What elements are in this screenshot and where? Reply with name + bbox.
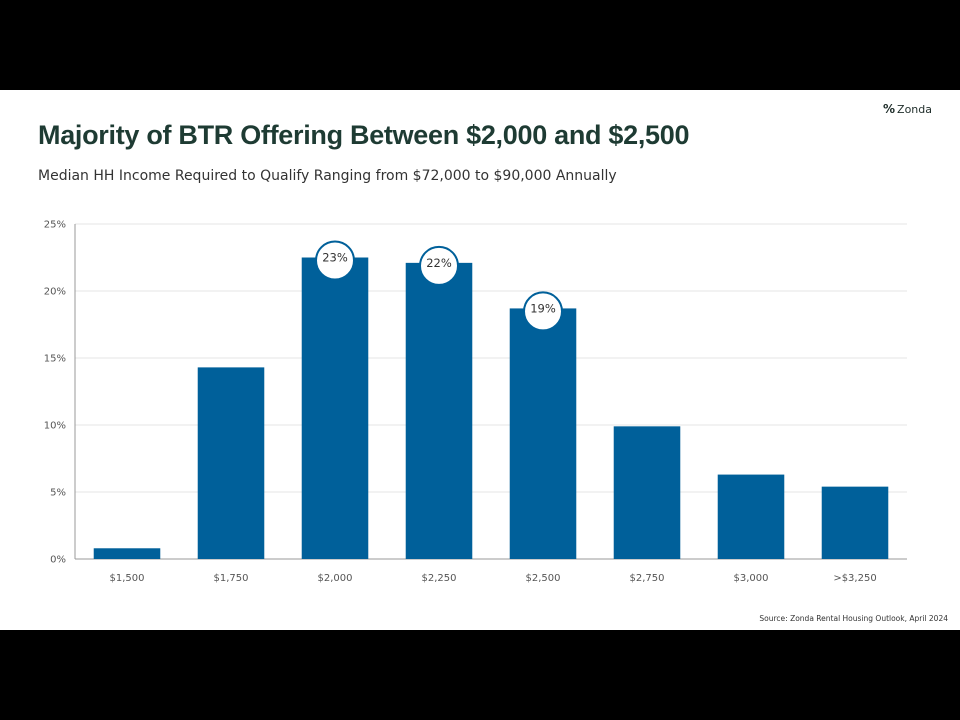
- x-tick-label: $1,500: [110, 573, 145, 584]
- x-tick-label: $1,750: [214, 573, 249, 584]
- y-tick-label: 10%: [44, 421, 66, 432]
- x-tick-label: $3,000: [734, 573, 769, 584]
- page-title: Majority of BTR Offering Between $2,000 …: [38, 120, 690, 150]
- y-tick-label: 25%: [44, 220, 66, 231]
- x-tick-label: $2,750: [630, 573, 665, 584]
- bar: [613, 426, 681, 559]
- zonda-logo-text: Zonda: [897, 102, 932, 116]
- bar: [821, 486, 889, 559]
- y-tick-label: 20%: [44, 287, 66, 298]
- x-tick-label: >$3,250: [833, 573, 876, 584]
- x-tick-label: $2,500: [526, 573, 561, 584]
- data-label: 19%: [530, 301, 556, 315]
- bar: [509, 308, 577, 559]
- bar: [301, 257, 369, 559]
- y-tick-label: 15%: [44, 354, 66, 365]
- bar: [717, 474, 785, 559]
- data-label-badge: [419, 245, 459, 286]
- zonda-logo: % Zonda: [883, 102, 932, 116]
- source-note: Source: Zonda Rental Housing Outlook, Ap…: [759, 614, 948, 623]
- data-label-badge: [315, 240, 355, 281]
- data-label: 23%: [322, 251, 348, 265]
- bar-chart: 0% 5% 10% 15% 20% 25% $1,500 $1,750 $2,000 23% $2,…: [44, 220, 907, 584]
- slide: % Zonda Majority of BTR Offering Between…: [0, 90, 960, 630]
- bar: [197, 367, 265, 559]
- y-tick-label: 0%: [50, 555, 66, 566]
- y-tick-label: 5%: [50, 488, 66, 499]
- data-label: 22%: [426, 256, 452, 270]
- x-tick-label: $2,000: [318, 573, 353, 584]
- zonda-logo-icon: %: [883, 102, 895, 116]
- page-subtitle: Median HH Income Required to Qualify Ran…: [38, 168, 617, 184]
- bar: [405, 262, 473, 559]
- data-label-badge: [523, 291, 563, 332]
- x-tick-label: $2,250: [422, 573, 457, 584]
- bar: [93, 548, 161, 559]
